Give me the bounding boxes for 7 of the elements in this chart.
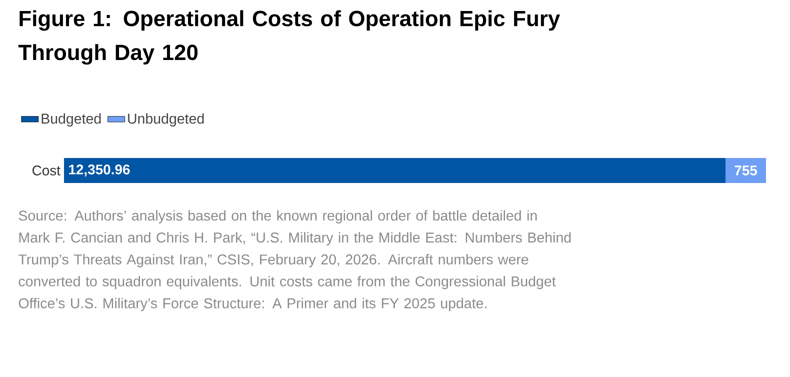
y-tick-label: Cost xyxy=(32,166,60,176)
chart-title: Figure 1: Operational Costs of Operation Epic Fury Through Day 120 xyxy=(18,10,560,65)
annotation: Source: Authors’ analysis based on the known regional order of battle detailed in Mark F. Cancian and Chris H. Park, “U.S. Military in the Middle East: Numbers Behind Trump’s Threats Against Iran,” CSIS, February 20, 2026. Aircraft numbers were converted to squadron equivalents. Unit costs came from the Congressional Budget Office’s U.S. Military’s Force Structure: A Primer and its FY 2025 update. xyxy=(18,210,571,312)
data-label: 755 xyxy=(734,166,758,176)
data-label: 12,350.96 xyxy=(69,164,130,176)
legend-label: Budgeted xyxy=(42,113,101,127)
legend-label: Unbudgeted xyxy=(128,113,204,127)
